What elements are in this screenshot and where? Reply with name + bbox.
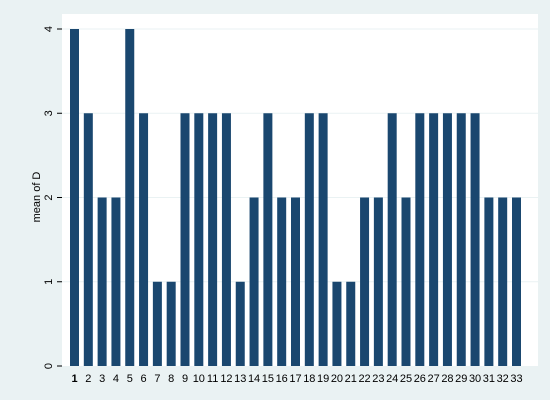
x-tick-label: 15 bbox=[262, 373, 274, 385]
bar bbox=[318, 113, 328, 366]
x-tick-label: 7 bbox=[154, 373, 160, 385]
bar bbox=[263, 113, 273, 366]
x-tick-label: 30 bbox=[469, 373, 481, 385]
x-tick-label: 20 bbox=[331, 373, 343, 385]
x-tick-label: 6 bbox=[141, 373, 147, 385]
bar bbox=[139, 113, 149, 366]
x-tick-label: 33 bbox=[510, 373, 522, 385]
bar bbox=[360, 197, 370, 366]
bar bbox=[332, 281, 342, 366]
x-tick-label: 1 bbox=[71, 373, 77, 385]
bar bbox=[249, 197, 259, 366]
bar bbox=[484, 197, 494, 366]
x-tick-label: 17 bbox=[289, 373, 301, 385]
bar bbox=[373, 197, 383, 366]
bar bbox=[401, 197, 411, 366]
x-tick-label: 12 bbox=[220, 373, 232, 385]
bars bbox=[70, 29, 521, 366]
x-tick-label: 16 bbox=[276, 373, 288, 385]
bar bbox=[180, 113, 190, 366]
y-tick-label: 3 bbox=[43, 110, 55, 116]
y-tick-label: 4 bbox=[43, 26, 55, 32]
x-axis: 1 2 3 4 5 6 7 8 9 10 11 12 13 14 15 16 17 18 19 20 21 22 23 24 2… bbox=[71, 373, 522, 385]
x-tick-label: 3 bbox=[99, 373, 105, 385]
x-tick-label: 26 bbox=[414, 373, 426, 385]
y-axis: 0 1 2 3 4 bbox=[43, 26, 62, 369]
x-tick-label: 32 bbox=[497, 373, 509, 385]
bar bbox=[208, 113, 218, 366]
x-tick-label: 4 bbox=[113, 373, 119, 385]
y-axis-title: mean of D bbox=[31, 172, 43, 223]
bar bbox=[387, 113, 397, 366]
bar bbox=[152, 281, 162, 366]
x-tick-label: 23 bbox=[372, 373, 384, 385]
bar bbox=[70, 29, 79, 366]
y-tick-label: 2 bbox=[43, 194, 55, 200]
bar bbox=[83, 113, 93, 366]
x-tick-label: 25 bbox=[400, 373, 412, 385]
bar bbox=[304, 113, 314, 366]
bar bbox=[235, 281, 245, 366]
bar bbox=[470, 113, 480, 366]
bar bbox=[498, 197, 508, 366]
bar bbox=[125, 29, 135, 366]
x-tick-label: 27 bbox=[428, 373, 440, 385]
x-tick-label: 13 bbox=[234, 373, 246, 385]
bar bbox=[456, 113, 466, 366]
bar bbox=[97, 197, 107, 366]
x-tick-label: 2 bbox=[85, 373, 91, 385]
y-tick-label: 1 bbox=[43, 279, 55, 285]
bar bbox=[512, 197, 521, 366]
x-tick-label: 8 bbox=[168, 373, 174, 385]
bar bbox=[291, 197, 300, 366]
x-tick-label: 5 bbox=[127, 373, 133, 385]
x-tick-label: 9 bbox=[182, 373, 188, 385]
x-tick-label: 11 bbox=[207, 373, 218, 385]
x-tick-label: 28 bbox=[441, 373, 453, 385]
bar bbox=[166, 281, 176, 366]
bar bbox=[194, 113, 204, 366]
x-tick-label: 18 bbox=[303, 373, 315, 385]
bar bbox=[415, 113, 425, 366]
x-tick-label: 21 bbox=[345, 373, 357, 385]
x-tick-label: 31 bbox=[483, 373, 495, 385]
bar bbox=[346, 281, 356, 366]
x-tick-label: 14 bbox=[248, 373, 260, 385]
bar bbox=[442, 113, 452, 366]
bar bbox=[277, 197, 287, 366]
x-tick-label: 29 bbox=[455, 373, 467, 385]
bar bbox=[429, 113, 439, 366]
x-tick-label: 22 bbox=[358, 373, 370, 385]
y-tick-label: 0 bbox=[43, 363, 55, 369]
x-tick-label: 19 bbox=[317, 373, 329, 385]
x-tick-label: 10 bbox=[193, 373, 205, 385]
x-tick-label: 24 bbox=[386, 373, 398, 385]
bar bbox=[221, 113, 231, 366]
bar bbox=[111, 197, 121, 366]
